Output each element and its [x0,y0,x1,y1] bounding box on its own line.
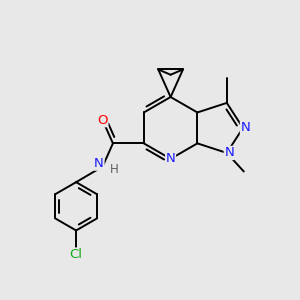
Text: N: N [241,122,250,134]
Text: N: N [166,152,176,165]
Text: N: N [94,157,104,170]
Text: N: N [224,146,234,159]
Text: H: H [110,163,118,176]
Text: Cl: Cl [70,248,83,261]
Text: O: O [98,114,108,127]
